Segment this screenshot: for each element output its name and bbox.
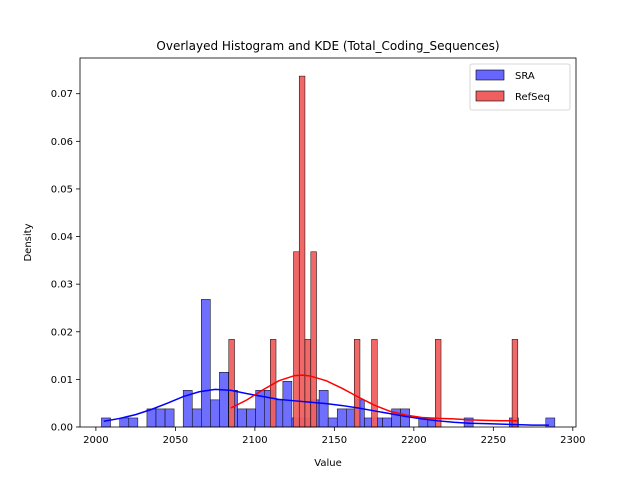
- y-tick-label: 0.00: [51, 423, 73, 434]
- x-axis: 2000 2050 2100 2150 2200 2250 2300: [83, 427, 586, 446]
- x-tick-label: 2100: [242, 435, 267, 446]
- sra-bar-9: [210, 399, 220, 428]
- sra-bar-0: [101, 417, 111, 428]
- refseq-kde-line: [230, 374, 518, 422]
- x-tick-label: 2300: [560, 435, 585, 446]
- x-tick-label: 2250: [481, 435, 506, 446]
- legend: SRA RefSeq: [469, 63, 571, 111]
- y-tick-label: 0.01: [51, 375, 73, 386]
- y-tick-label: 0.06: [51, 137, 73, 148]
- x-tick-label: 2200: [401, 435, 426, 446]
- x-tick-label: 2050: [163, 435, 188, 446]
- refseq-bar-7: [371, 339, 378, 428]
- x-tick-label: 2000: [83, 435, 108, 446]
- sra-bar-8: [201, 299, 211, 428]
- refseq-bar-4: [304, 339, 311, 428]
- y-axis-label: Density: [23, 223, 34, 261]
- y-tick-label: 0.04: [51, 232, 73, 243]
- chart-title: Overlayed Histogram and KDE (Total_Codin…: [156, 39, 499, 53]
- refseq-bar-5: [310, 251, 317, 428]
- y-tick-label: 0.05: [51, 184, 73, 195]
- refseq-bar-3: [298, 75, 306, 428]
- x-tick-label: 2150: [322, 435, 347, 446]
- refseq-bar-0: [228, 339, 235, 428]
- kde-lines: [103, 374, 549, 426]
- sra-bar-12: [237, 408, 247, 428]
- legend-label-refseq: RefSeq: [515, 92, 550, 103]
- sra-bar-22: [327, 417, 338, 428]
- sra-bar-5: [164, 408, 175, 428]
- sra-bar-30: [400, 408, 410, 428]
- sra-bar-10: [219, 371, 229, 428]
- sra-bar-13: [246, 408, 256, 428]
- y-tick-label: 0.03: [51, 280, 73, 291]
- legend-swatch-sra: [475, 69, 505, 81]
- y-axis: 0.00 0.01 0.02 0.03 0.04 0.05 0.06 0.07: [51, 89, 80, 434]
- sra-bar-4: [155, 408, 166, 428]
- sra-bar-3: [146, 408, 157, 428]
- sra-bar-23: [336, 408, 347, 428]
- plot-frame: [79, 57, 577, 428]
- legend-swatch-refseq: [475, 90, 505, 102]
- legend-label-sra: SRA: [515, 71, 535, 82]
- sra-bar-1: [119, 417, 130, 428]
- sra-bar-21: [318, 390, 329, 428]
- refseq-bar-9: [511, 339, 519, 428]
- sra-bar-7: [191, 408, 202, 428]
- y-tick-label: 0.07: [51, 89, 73, 100]
- refseq-bar-6: [353, 339, 361, 428]
- sra-kde-line: [103, 388, 549, 426]
- x-axis-label: Value: [314, 458, 341, 469]
- refseq-bar-8: [435, 339, 442, 428]
- y-tick-label: 0.02: [51, 327, 73, 338]
- sra-bar-17: [282, 381, 293, 428]
- sra-bar-2: [128, 417, 139, 428]
- sra-bar-28: [382, 417, 392, 428]
